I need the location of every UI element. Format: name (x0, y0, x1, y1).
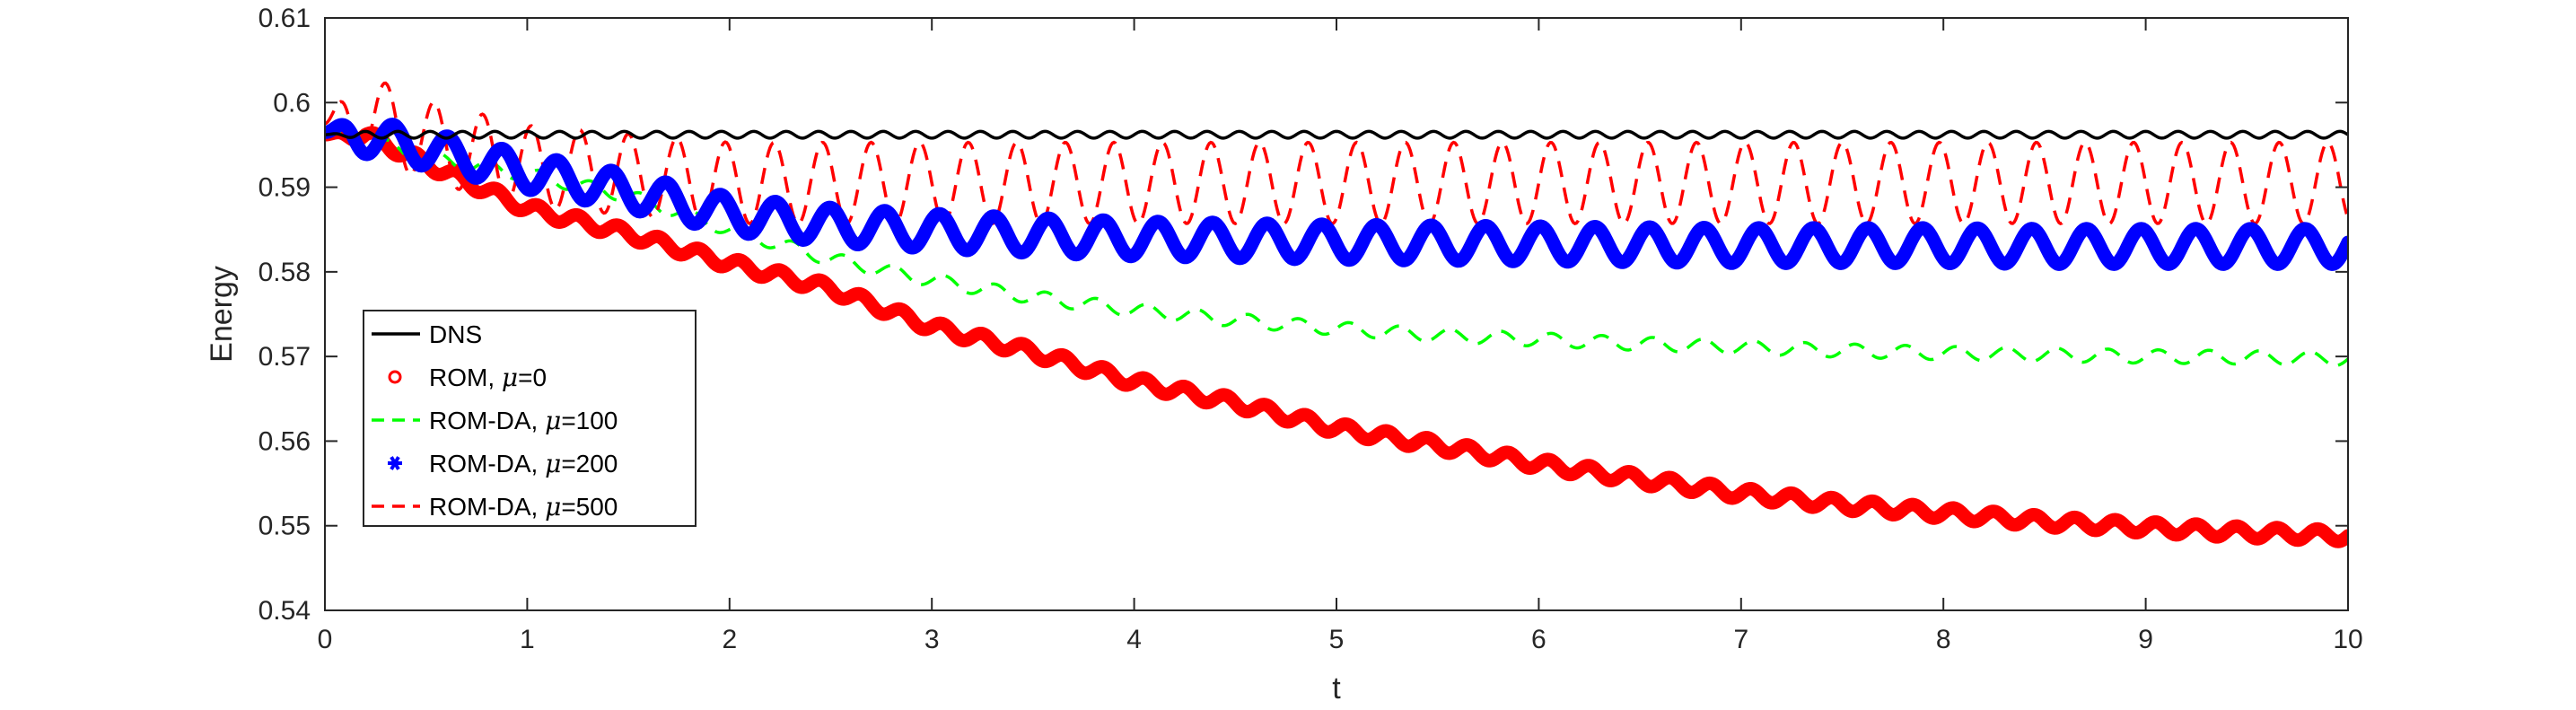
x-tick-label: 8 (1936, 625, 1951, 654)
x-tick-label: 2 (722, 625, 737, 654)
legend-label-value: =0 (518, 364, 547, 391)
legend-label: DNS (429, 320, 482, 348)
legend-label-main: ROM-DA, (429, 450, 545, 478)
legend-entry: DNS (372, 320, 482, 348)
legend-label-value: =200 (561, 450, 618, 478)
legend-box (363, 310, 697, 527)
legend-label-main: ROM-DA, (429, 407, 545, 434)
series-line (325, 81, 2348, 226)
legend-label: ROM-DA, μ=100 (429, 406, 618, 435)
legend-label-main: ROM, (429, 364, 502, 391)
legend-entry: ROM, μ=0 (388, 363, 547, 392)
x-tick-label: 7 (1733, 625, 1748, 654)
x-tick-label: 4 (1126, 625, 1142, 654)
y-tick-label: 0.61 (258, 4, 311, 33)
legend-entry: ROM-DA, μ=100 (372, 406, 618, 435)
series-1 (325, 126, 2348, 548)
x-tick-label: 0 (318, 625, 333, 654)
x-tick-label: 10 (2333, 625, 2362, 654)
legend-label-mu: μ (545, 449, 561, 478)
series-3 (325, 118, 2348, 271)
x-tick-label: 6 (1531, 625, 1546, 654)
x-tick-label: 5 (1329, 625, 1345, 654)
y-tick-label: 0.6 (273, 88, 311, 118)
legend-label-mu: μ (545, 406, 561, 435)
ticks-layer: 0 1 2 3 4 5 6 7 8 9 10 0.54 0.55 0.56 0.57 0.58 0.59 0.6 0… (258, 4, 2363, 654)
y-tick-label: 0.57 (258, 342, 311, 372)
legend-label-value: =500 (561, 493, 618, 521)
series-line (325, 118, 2348, 271)
series-0 (325, 129, 2348, 140)
legend-label-main: ROM-DA, (429, 493, 545, 521)
y-tick-label: 0.58 (258, 258, 311, 287)
y-tick-label: 0.56 (258, 426, 311, 456)
x-tick-label: 3 (924, 625, 940, 654)
y-tick-label: 0.54 (258, 596, 311, 626)
legend-label: ROM-DA, μ=500 (429, 492, 618, 522)
legend-marker-asterisk (388, 456, 402, 470)
legend-label: ROM-DA, μ=200 (429, 449, 618, 478)
y-tick-label: 0.55 (258, 512, 311, 541)
legend-entry: ROM-DA, μ=500 (372, 492, 618, 522)
series-line (325, 126, 2348, 548)
series-line (325, 129, 2348, 140)
legend-label: ROM, μ=0 (429, 363, 547, 392)
x-tick-label: 9 (2138, 625, 2153, 654)
y-axis-label: Energy (205, 266, 239, 363)
x-axis-label: t (1332, 671, 1341, 706)
series-layer (325, 81, 2348, 548)
legend-label-mu: μ (545, 492, 561, 522)
legend-label-main: DNS (429, 320, 482, 348)
legend-marker-circle (388, 370, 402, 384)
legend-entry: ROM-DA, μ=200 (388, 449, 618, 478)
legend-label-value: =100 (561, 407, 618, 434)
legend-label-mu: μ (502, 363, 518, 392)
y-tick-label: 0.59 (258, 173, 311, 203)
series-4 (325, 81, 2348, 226)
x-tick-label: 1 (520, 625, 535, 654)
asterisk-stroke (390, 456, 400, 470)
